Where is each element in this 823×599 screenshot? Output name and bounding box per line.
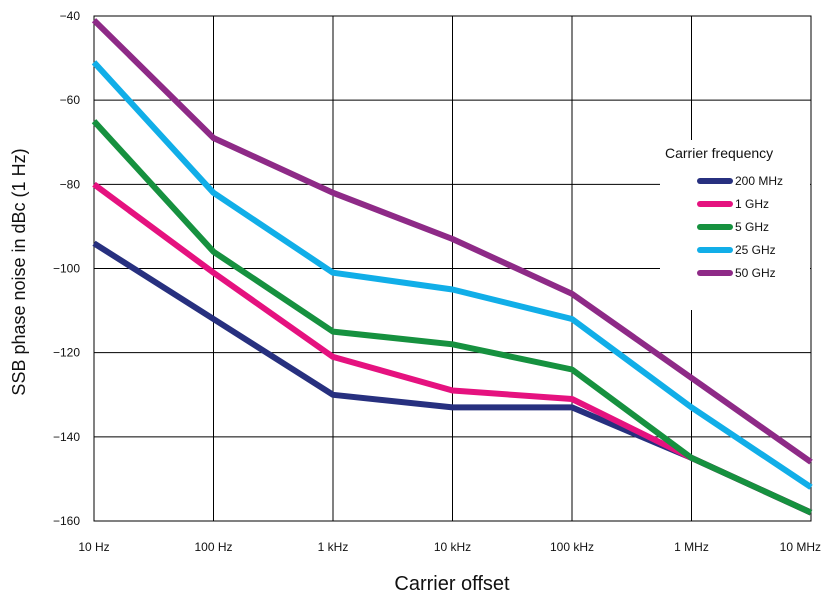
legend-label: 50 GHz (735, 266, 776, 280)
legend: Carrier frequency 200 MHz 1 GHz 5 GHz 25 GH… (660, 140, 810, 310)
series-line (91, 18, 813, 465)
y-tick-label: −120 (53, 346, 80, 360)
x-tick-label: 10 kHz (434, 540, 471, 554)
x-axis-label: Carrier offset (394, 573, 510, 595)
legend-label: 200 MHz (735, 174, 783, 188)
legend-label: 5 GHz (735, 220, 769, 234)
x-tick-label: 100 Hz (194, 540, 232, 554)
y-tick-labels: −40 −60 −80 −100 −120 −140 −160 (53, 9, 80, 528)
y-tick-label: −100 (53, 262, 80, 276)
x-tick-label: 10 Hz (78, 540, 109, 554)
series-lines (91, 18, 813, 516)
grid (93, 15, 812, 522)
legend-items: 200 MHz 1 GHz 5 GHz 25 GHz 50 GHz (697, 174, 783, 280)
x-tick-label: 1 kHz (318, 540, 349, 554)
x-tick-labels: 10 Hz 100 Hz 1 kHz 10 kHz 100 kHz 1 MHz 10 MHz (78, 540, 821, 554)
y-tick-label: −160 (53, 514, 80, 528)
legend-label: 25 GHz (735, 243, 776, 257)
y-tick-label: −60 (60, 93, 81, 107)
series-line (91, 119, 813, 516)
x-tick-label: 1 MHz (674, 540, 709, 554)
y-tick-label: −40 (60, 9, 81, 23)
legend-title: Carrier frequency (665, 145, 773, 161)
legend-label: 1 GHz (735, 197, 769, 211)
y-tick-label: −80 (60, 177, 81, 191)
x-tick-label: 100 kHz (550, 540, 594, 554)
legend-background (660, 140, 810, 310)
y-tick-label: −140 (53, 430, 80, 444)
x-tick-label: 10 MHz (780, 540, 821, 554)
y-axis-label: SSB phase noise in dBc (1 Hz) (9, 148, 29, 395)
series-line (91, 60, 813, 490)
